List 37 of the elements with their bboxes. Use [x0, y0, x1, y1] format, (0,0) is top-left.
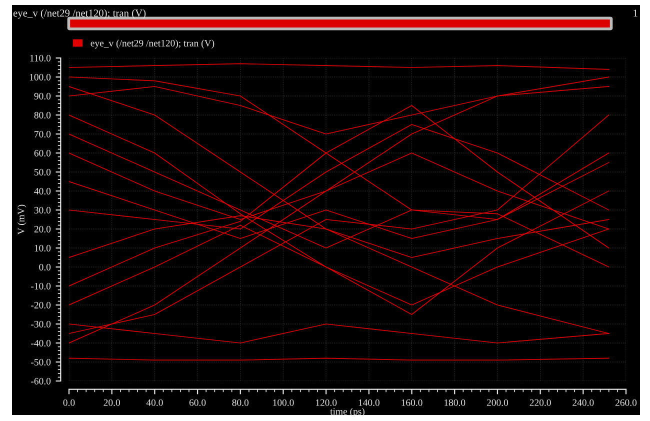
y-tick-label: 70.0 — [34, 130, 51, 138]
y-tick-label: -60.0 — [31, 378, 51, 385]
y-tick-label: 60.0 — [34, 150, 51, 157]
y-tick-label: 90.0 — [34, 92, 51, 100]
y-tick-label: 20.0 — [34, 226, 51, 233]
x-tick-label: 240.0 — [572, 399, 594, 406]
x-axis-title: time (ps) — [330, 408, 364, 417]
y-tick-label: 10.0 — [34, 244, 51, 252]
y-tick-label: 40.0 — [34, 188, 51, 195]
x-tick-label: 60.0 — [189, 399, 206, 406]
y-tick-label: 30.0 — [34, 206, 51, 214]
y-tick-label: -50.0 — [31, 358, 51, 366]
legend-label: eye_v (/net29 /net120); tran (V) — [90, 40, 214, 48]
x-tick-label: 0.0 — [63, 399, 75, 406]
x-tick-label: 40.0 — [146, 399, 163, 406]
x-tick-label: 260.0 — [615, 399, 637, 406]
x-tick-label: 140.0 — [358, 399, 380, 406]
y-axis-title: V (mV) — [17, 204, 26, 235]
x-tick-label: 220.0 — [530, 399, 551, 406]
x-tick-label: 80.0 — [232, 399, 249, 406]
chart-title: eye_v (/net29 /net120); tran (V) — [13, 9, 146, 19]
x-tick-label: 100.0 — [273, 399, 294, 406]
y-tick-label: 110.0 — [30, 54, 51, 62]
y-tick-label: -10.0 — [31, 282, 51, 290]
y-tick-label: 100.0 — [30, 74, 51, 81]
text: 1 — [634, 10, 638, 17]
x-tick-label: 180.0 — [444, 399, 466, 406]
y-tick-label: -40.0 — [31, 340, 51, 347]
y-tick-label: -20.0 — [31, 302, 51, 309]
x-tick-label: 200.0 — [486, 399, 508, 406]
y-tick-label: 80.0 — [34, 112, 51, 119]
x-tick-label: 160.0 — [402, 399, 422, 406]
y-tick-label: 50.0 — [34, 168, 51, 176]
y-tick-label: -30.0 — [31, 320, 51, 328]
x-tick-label: 20.0 — [104, 399, 120, 406]
x-tick-label: 120.0 — [316, 399, 337, 406]
y-tick-label: 0.0 — [39, 264, 51, 271]
